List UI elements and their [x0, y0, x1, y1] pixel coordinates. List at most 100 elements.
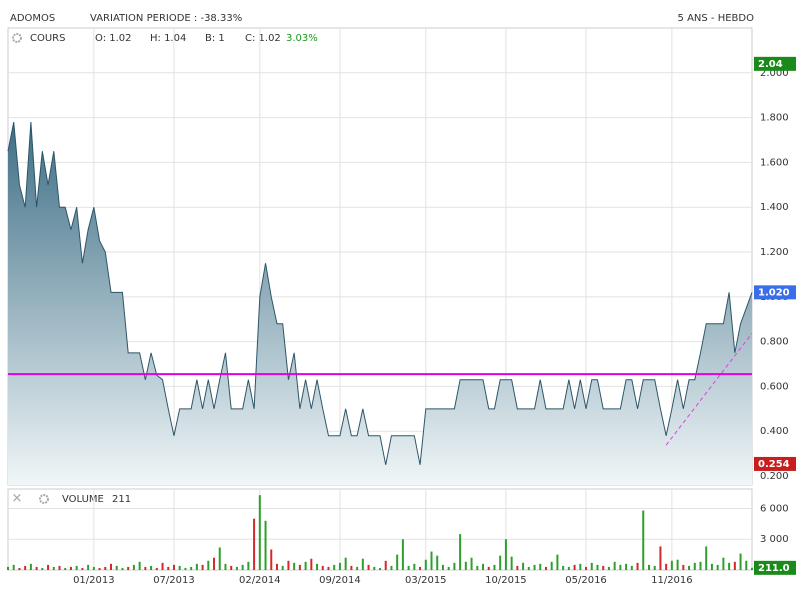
volume-bar — [18, 567, 21, 570]
volume-bar — [224, 563, 227, 570]
volume-bar — [522, 562, 525, 570]
volume-bar — [64, 567, 67, 570]
volume-bar — [333, 564, 336, 570]
y-tick-label: 0.400 — [760, 426, 789, 437]
volume-bar — [356, 566, 359, 570]
volume-bar — [407, 565, 410, 570]
price-line — [7, 121, 753, 465]
volume-bar — [464, 561, 467, 570]
volume-bar — [607, 566, 610, 570]
volume-bar — [344, 557, 347, 570]
period: 5 ANS - HEBDO — [678, 13, 755, 24]
volume-bar — [92, 566, 95, 570]
volume-bar — [613, 561, 616, 570]
volume-bar — [379, 567, 381, 570]
volume-bar — [653, 565, 656, 570]
volume-bar — [630, 565, 633, 570]
volume-bar — [424, 559, 427, 570]
volume-bar — [459, 534, 462, 570]
volume-bar — [218, 547, 221, 570]
series-label: COURS — [30, 33, 65, 44]
volume-bar — [150, 565, 153, 570]
x-tick-label: 11/2016 — [651, 575, 693, 586]
x-tick-label: 07/2013 — [153, 575, 195, 586]
volume-bar — [235, 566, 238, 570]
volume-bar — [132, 564, 135, 570]
x-tick-label: 09/2014 — [319, 575, 361, 586]
volume-bar — [155, 567, 158, 570]
volume-bar — [728, 562, 731, 570]
volume-bar — [527, 566, 530, 570]
volume-bar — [350, 565, 353, 570]
quote-close: C: 1.02 — [245, 33, 281, 44]
price-marker-label: 0.254 — [758, 459, 790, 470]
y-tick-label: 1.200 — [760, 247, 789, 258]
volume-bar — [190, 566, 193, 570]
settings-icon[interactable] — [39, 494, 49, 504]
volume-bar — [58, 565, 61, 570]
volume-bar — [241, 564, 244, 570]
volume-bar — [12, 564, 15, 570]
volume-bar — [693, 562, 696, 570]
volume-bar — [207, 560, 210, 570]
y-tick-label: 0.800 — [760, 337, 789, 348]
volume-bar — [642, 510, 645, 570]
volume-bar — [544, 566, 547, 570]
volume-bar — [710, 563, 713, 570]
volume-bar — [52, 566, 55, 570]
volume-bar — [321, 565, 324, 570]
volume-bar — [699, 561, 702, 570]
price-area — [8, 122, 752, 486]
volume-bar — [510, 556, 513, 570]
volume-bar — [567, 566, 570, 570]
volume-bar — [625, 563, 628, 570]
volume-bar — [41, 567, 44, 570]
volume-bar — [487, 566, 490, 570]
volume-bar — [636, 562, 639, 570]
volume-marker-label: 211.0 — [758, 563, 790, 574]
volume-bar — [270, 549, 273, 570]
volume-bar — [430, 551, 433, 570]
y-tick-label: 2.000 — [760, 68, 789, 79]
volume-bar — [213, 557, 216, 570]
volume-bar — [247, 561, 250, 570]
volume-bar — [390, 565, 393, 570]
y-tick-label: 0.200 — [760, 471, 789, 482]
volume-bar — [745, 560, 748, 570]
volume-bar — [201, 564, 204, 570]
volume-bar — [590, 562, 593, 570]
volume-bar — [716, 564, 719, 570]
volume-bar — [733, 561, 736, 570]
volume-bar — [550, 561, 553, 570]
volume-bar — [47, 564, 50, 570]
y-tick-label: 1.600 — [760, 157, 789, 168]
volume-bar — [327, 566, 330, 570]
volume-bar — [647, 564, 650, 570]
volume-bar — [230, 565, 233, 570]
change: 3.03% — [286, 33, 318, 44]
volume-title: VOLUME — [62, 494, 104, 505]
volume-bar — [81, 567, 84, 570]
x-tick-label: 10/2015 — [485, 575, 527, 586]
volume-bar — [705, 546, 708, 570]
volume-bar — [619, 564, 622, 570]
price-marker — [754, 56, 796, 71]
volume-bar — [178, 565, 181, 570]
volume-bar — [533, 564, 536, 570]
y-tick-label: 6 000 — [760, 503, 789, 514]
volume-bar — [87, 564, 90, 570]
volume-bar — [75, 565, 78, 570]
settings-icon[interactable] — [12, 33, 22, 43]
volume-bar — [338, 562, 341, 570]
close-icon[interactable]: ✕ — [12, 492, 23, 507]
volume-last: 211 — [112, 494, 131, 505]
volume-bar — [516, 565, 519, 570]
x-tick-label: 05/2016 — [565, 575, 607, 586]
volume-bar — [144, 566, 147, 570]
volume-bar — [287, 560, 290, 570]
volume-bar — [304, 561, 307, 570]
volume-bar — [441, 564, 444, 570]
price-marker — [754, 456, 796, 471]
chart-title: ADOMOS — [10, 13, 55, 24]
